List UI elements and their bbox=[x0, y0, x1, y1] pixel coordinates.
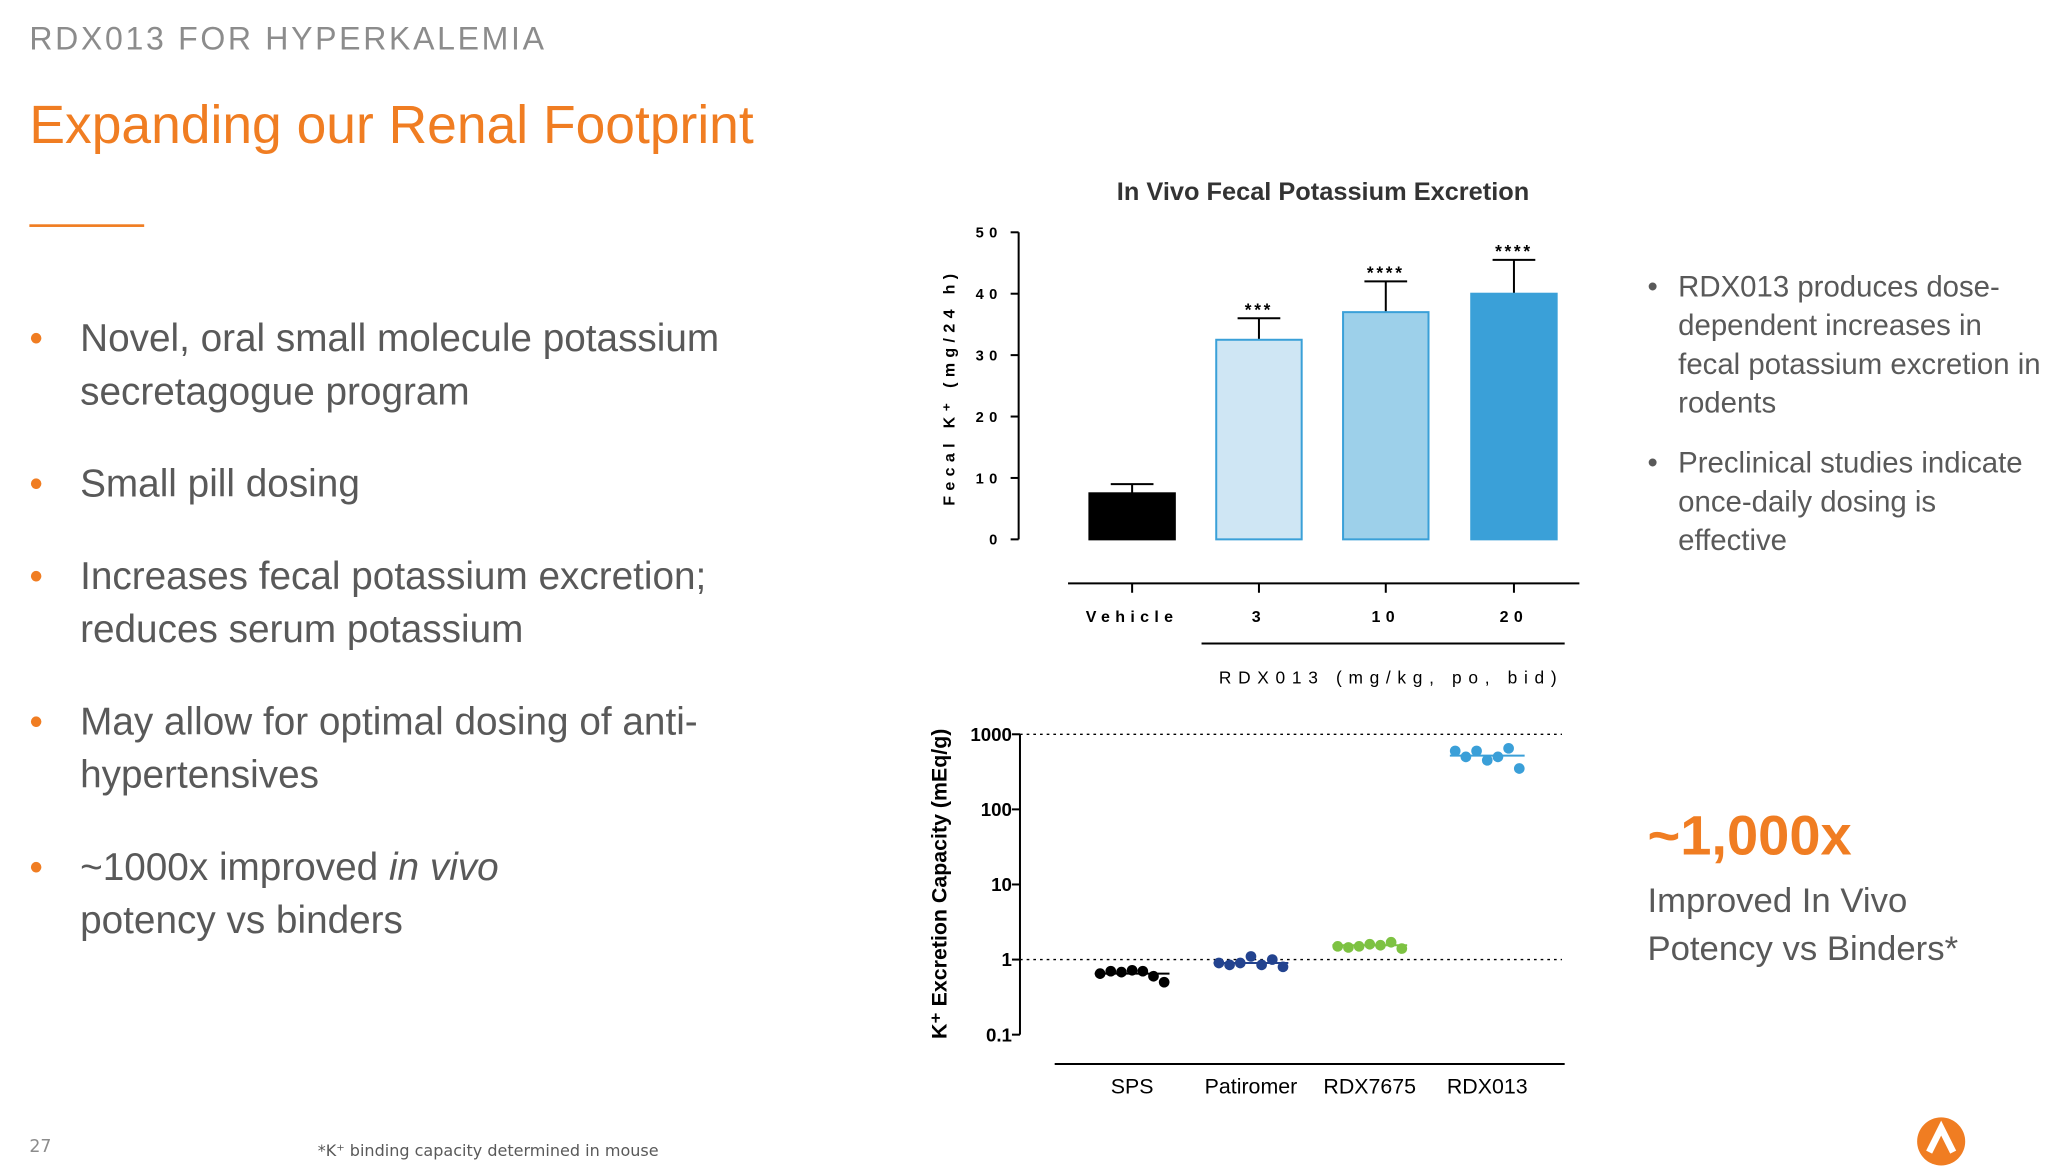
y-tick-label: 100 bbox=[981, 799, 1012, 820]
point bbox=[1492, 751, 1504, 763]
bar bbox=[1088, 492, 1176, 541]
bullet-text: Increases fecal potassium excretion; red… bbox=[80, 555, 707, 652]
bullet-text: Novel, oral small molecule potassium sec… bbox=[80, 317, 720, 414]
bullet: Increases fecal potassium excretion; red… bbox=[29, 550, 777, 657]
x-tick-label: 20 bbox=[1500, 608, 1529, 626]
y-tick-label: 30 bbox=[976, 348, 1003, 364]
point bbox=[1213, 957, 1225, 969]
point bbox=[1513, 763, 1525, 774]
bar bbox=[1342, 311, 1430, 541]
y-tick-label: 0.1 bbox=[986, 1024, 1012, 1045]
y-tick-label: 0 bbox=[989, 533, 1003, 549]
point bbox=[1353, 941, 1365, 952]
point bbox=[1234, 957, 1246, 969]
point bbox=[1126, 964, 1138, 976]
point bbox=[1396, 943, 1408, 954]
bullet-text: May allow for optimal dosing of anti-hyp… bbox=[80, 700, 698, 798]
point bbox=[1332, 941, 1344, 952]
slide-title: Expanding our Renal Footprint bbox=[29, 96, 754, 155]
bar bbox=[1470, 292, 1558, 541]
point bbox=[1094, 968, 1106, 979]
point bbox=[1503, 742, 1514, 754]
x-tick-label: Vehicle bbox=[1086, 608, 1179, 626]
point bbox=[1277, 961, 1289, 973]
bullet-text: ~1000x improved bbox=[80, 846, 389, 890]
right-bullets: RDX013 produces dose-dependent increases… bbox=[1647, 267, 2048, 581]
y-tick-label: 40 bbox=[976, 287, 1003, 303]
y-tick-label: 10 bbox=[991, 874, 1012, 895]
y-tick-label: 1000 bbox=[970, 724, 1012, 745]
point bbox=[1224, 959, 1235, 971]
point bbox=[1105, 965, 1117, 977]
logo: ardelyx bbox=[1914, 1113, 2072, 1172]
bullet: ~1000x improved in vivo potency vs binde… bbox=[29, 841, 520, 948]
point bbox=[1471, 745, 1482, 757]
x-tick-label: RDX7675 bbox=[1323, 1074, 1416, 1098]
highlight-text: Improved In Vivo Potency vs Binders* bbox=[1647, 879, 1959, 968]
point bbox=[1481, 754, 1493, 766]
y-axis-label: Fecal K⁺ (mg/24 h) bbox=[941, 269, 959, 506]
significance: *** bbox=[1245, 300, 1273, 320]
title-rule bbox=[29, 224, 145, 227]
point bbox=[1385, 936, 1397, 948]
significance: **** bbox=[1495, 241, 1533, 261]
point bbox=[1266, 954, 1278, 965]
x-tick-label: 3 bbox=[1252, 608, 1266, 626]
point bbox=[1364, 938, 1376, 950]
bar bbox=[1215, 338, 1303, 541]
y-tick-label: 20 bbox=[976, 410, 1003, 426]
x-tick-label: SPS bbox=[1111, 1074, 1154, 1098]
left-bullets: Novel, oral small molecule potassium sec… bbox=[29, 312, 777, 986]
y-axis-label: K⁺ Excretion Capacity (mEq/g) bbox=[928, 729, 952, 1039]
point bbox=[1158, 976, 1170, 988]
significance: **** bbox=[1367, 263, 1405, 283]
point bbox=[1460, 751, 1472, 763]
point bbox=[1116, 966, 1127, 978]
point bbox=[1148, 970, 1159, 982]
group-label: RDX013 (mg/kg, po, bid) bbox=[1219, 668, 1563, 688]
bullet-text: in vivo bbox=[388, 846, 499, 890]
x-tick-label: RDX013 bbox=[1447, 1074, 1528, 1098]
logo-icon bbox=[1917, 1117, 1966, 1166]
x-tick-label: Patiromer bbox=[1205, 1074, 1298, 1098]
y-tick-label: 50 bbox=[976, 226, 1003, 242]
bullet: Novel, oral small molecule potassium sec… bbox=[29, 312, 777, 419]
bullet: Small pill dosing bbox=[29, 458, 777, 511]
highlight-value: ~1,000x bbox=[1647, 803, 1852, 867]
point bbox=[1245, 951, 1257, 962]
chart-title: In Vivo Fecal Potassium Excretion bbox=[1117, 178, 1529, 206]
bullet: Preclinical studies indicate once-daily … bbox=[1647, 443, 2048, 559]
y-tick-label: 10 bbox=[976, 471, 1003, 487]
point bbox=[1256, 959, 1267, 971]
logo-text: ardelyx bbox=[1914, 1168, 2060, 1172]
bullet: May allow for optimal dosing of anti-hyp… bbox=[29, 696, 777, 803]
point bbox=[1375, 939, 1386, 951]
footnote: *K⁺ binding capacity determined in mouse bbox=[317, 1141, 659, 1161]
y-tick-label: 1 bbox=[1002, 949, 1012, 970]
point bbox=[1449, 745, 1461, 757]
bullet-text: Small pill dosing bbox=[80, 463, 360, 506]
kicker: RDX013 FOR HYPERKALEMIA bbox=[29, 21, 547, 58]
x-tick-label: 10 bbox=[1372, 608, 1401, 626]
point bbox=[1137, 965, 1149, 977]
bullet: RDX013 produces dose-dependent increases… bbox=[1647, 267, 2048, 422]
page-number: 27 bbox=[29, 1137, 52, 1158]
point bbox=[1343, 942, 1354, 953]
bullet-text: potency vs binders bbox=[80, 899, 403, 943]
